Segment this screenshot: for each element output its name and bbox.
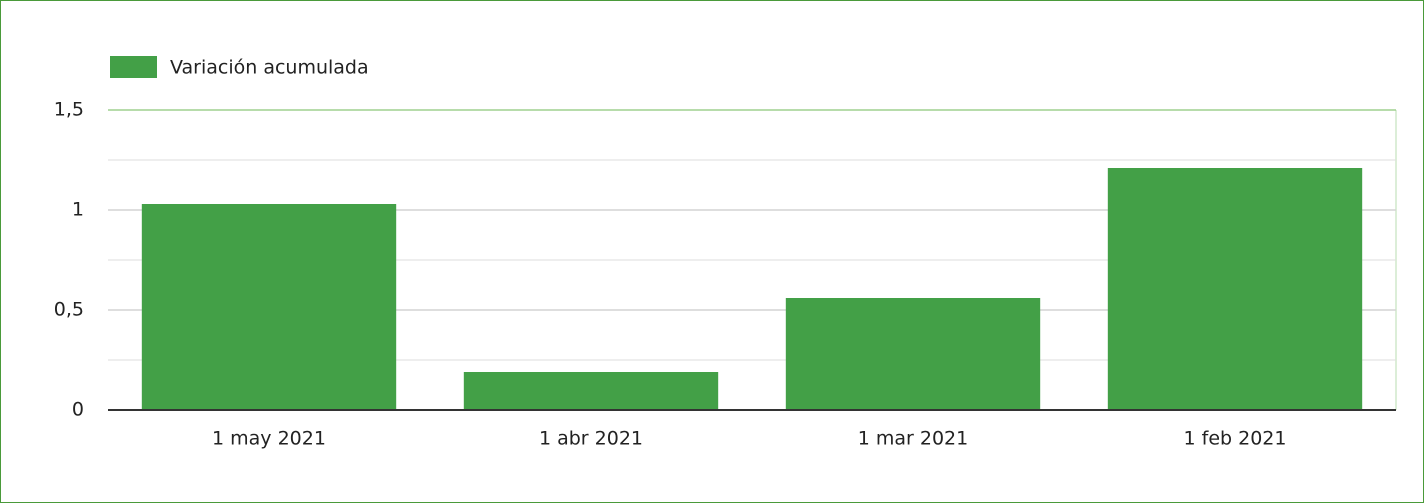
legend-swatch	[110, 56, 157, 78]
y-tick-label: 1,5	[54, 99, 84, 121]
x-tick-label: 1 feb 2021	[1184, 428, 1287, 450]
legend-label: Variación acumulada	[170, 57, 369, 79]
bar	[785, 298, 1041, 410]
x-tick-label: 1 mar 2021	[858, 428, 968, 450]
y-tick-label: 0	[72, 399, 84, 421]
bar	[463, 372, 719, 410]
bar	[1107, 168, 1363, 410]
y-tick-label: 0,5	[54, 299, 84, 321]
x-tick-label: 1 abr 2021	[539, 428, 643, 450]
y-tick-label: 1	[72, 199, 84, 221]
x-tick-label: 1 may 2021	[212, 428, 326, 450]
bar	[141, 204, 397, 410]
